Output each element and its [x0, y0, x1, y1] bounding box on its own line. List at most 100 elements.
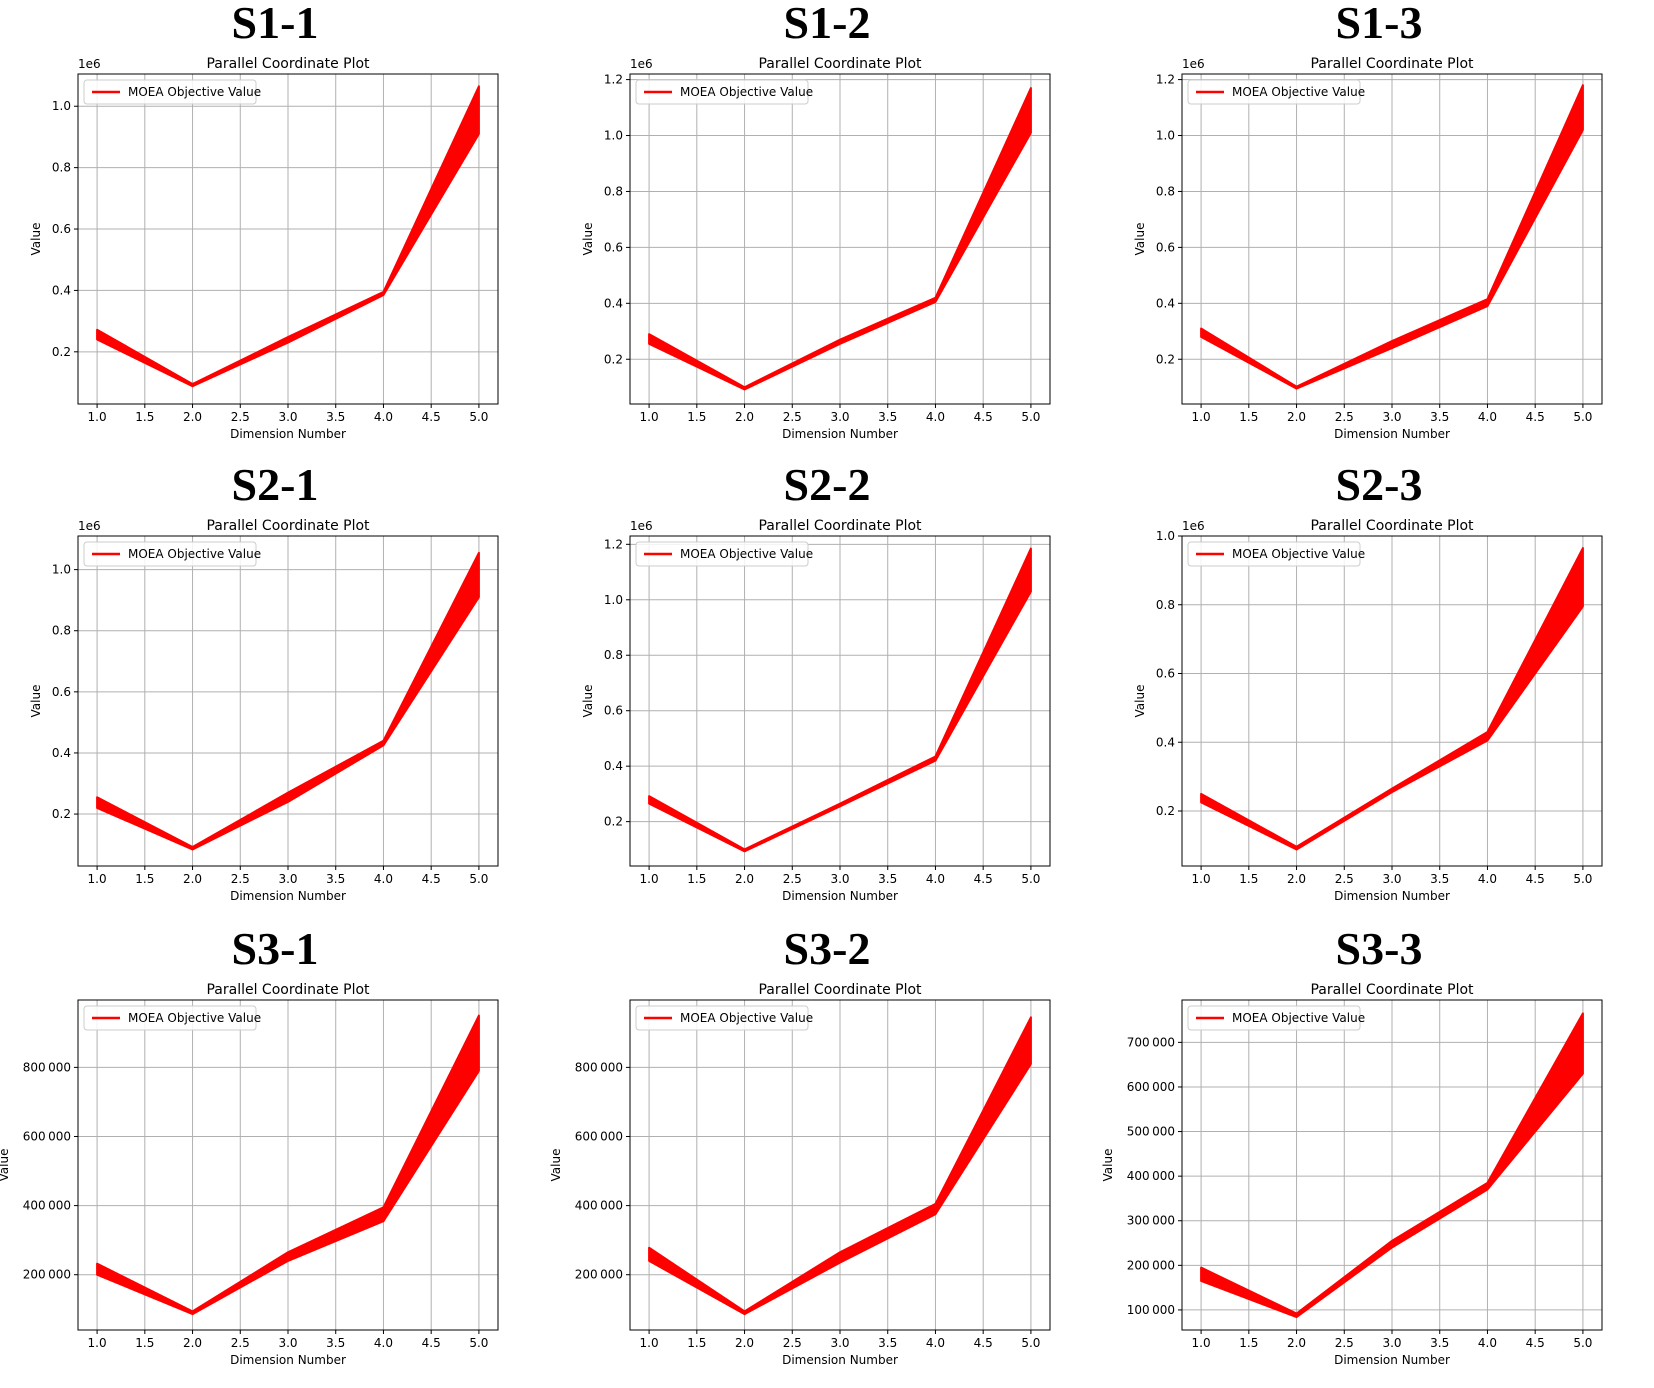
y-tick-label: 1.0 — [52, 99, 71, 113]
y-tick-label: 0.6 — [604, 240, 623, 254]
x-tick-label: 1.0 — [1192, 872, 1211, 886]
plot-svg: Parallel Coordinate Plot 1.0 1.5 2.0 2.5 3.0 3… — [29, 56, 499, 441]
x-axis-label: Dimension Number — [1334, 889, 1450, 903]
y-axis-label: Value — [29, 685, 43, 718]
legend: MOEA Objective Value — [1187, 79, 1365, 105]
y-tick-label: 1.0 — [1156, 529, 1175, 543]
series-band-moea-objective-value — [1200, 547, 1584, 851]
x-tick-label: 5.0 — [469, 1336, 488, 1350]
legend-box — [83, 79, 257, 105]
x-axis-label: Dimension Number — [230, 427, 346, 441]
x-tick-label: 2.0 — [183, 410, 202, 424]
x-tick-label: 4.5 — [1526, 872, 1545, 886]
x-tick-label: 1.5 — [135, 1336, 154, 1350]
x-tick-label: 1.5 — [687, 872, 706, 886]
y-offset-text: 1e6 — [78, 57, 101, 71]
y-tick-label: 1.2 — [604, 73, 623, 87]
plot-title: Parallel Coordinate Plot — [206, 518, 370, 534]
chart-panel-s1-3: S1-3 Parallel Coordinate Plot 1.0 1.5 2.0 2.5… — [1104, 0, 1654, 460]
plot-svg: Parallel Coordinate Plot 1.0 1.5 2.0 2.5 3.0 3… — [581, 56, 1051, 441]
y-tick-label: 0.2 — [52, 345, 71, 359]
y-tick-label: 100 000 — [1127, 1303, 1175, 1317]
panel-label: S2-2 — [783, 459, 871, 510]
y-axis-label: Value — [1101, 1149, 1115, 1182]
y-tick-label: 0.4 — [52, 746, 71, 760]
legend-entry: MOEA Objective Value — [680, 85, 813, 99]
y-tick-label: 0.4 — [604, 296, 623, 310]
y-tick-label: 0.4 — [1156, 735, 1175, 749]
y-tick-label: 1.2 — [1156, 73, 1175, 87]
y-tick-label: 600 000 — [575, 1129, 623, 1143]
legend-entry: MOEA Objective Value — [128, 85, 261, 99]
panel-label: S2-3 — [1335, 459, 1423, 510]
series-band-moea-objective-value — [96, 1014, 480, 1316]
x-tick-label: 3.5 — [878, 872, 897, 886]
plot-title: Parallel Coordinate Plot — [206, 982, 370, 998]
x-tick-label: 3.5 — [878, 410, 897, 424]
x-tick-label: 4.5 — [422, 872, 441, 886]
y-tick-label: 0.2 — [604, 352, 623, 366]
plot-title: Parallel Coordinate Plot — [758, 982, 922, 998]
y-tick-label: 200 000 — [575, 1268, 623, 1282]
series-band-moea-objective-value — [1200, 1012, 1584, 1319]
x-tick-label: 3.5 — [1430, 1336, 1449, 1350]
y-tick-label: 400 000 — [23, 1199, 71, 1213]
legend-entry: MOEA Objective Value — [128, 1011, 261, 1025]
x-tick-label: 2.0 — [183, 1336, 202, 1350]
x-tick-label: 2.0 — [735, 872, 754, 886]
x-tick-label: 1.5 — [1239, 1336, 1258, 1350]
x-tick-label: 3.5 — [326, 410, 345, 424]
x-tick-label: 2.0 — [183, 872, 202, 886]
y-tick-label: 800 000 — [23, 1060, 71, 1074]
y-offset-text: 1e6 — [1182, 519, 1205, 533]
x-tick-label: 2.5 — [783, 1336, 802, 1350]
chart-panel-s3-3: S3-3 Parallel Coordinate Plot 1.0 1.5 2.0 2.5… — [1101, 926, 1654, 1386]
panel-label: S3-1 — [231, 923, 319, 974]
y-tick-label: 0.8 — [1156, 598, 1175, 612]
y-tick-label: 1.0 — [604, 129, 623, 143]
y-tick-label: 0.4 — [1156, 296, 1175, 310]
y-tick-label: 1.0 — [52, 563, 71, 577]
x-tick-label: 3.0 — [830, 410, 849, 424]
legend-box — [635, 541, 809, 567]
panel-label: S2-1 — [231, 459, 319, 510]
plot-svg: Parallel Coordinate Plot 1.0 1.5 2.0 2.5 3.0 3… — [29, 518, 499, 903]
x-tick-label: 4.5 — [1526, 1336, 1545, 1350]
x-tick-label: 3.0 — [1382, 1336, 1401, 1350]
legend-box — [83, 541, 257, 567]
chart-panel-s3-2: S3-2 Parallel Coordinate Plot 1.0 1.5 2.0 2.5… — [549, 926, 1102, 1386]
chart-panel-s3-1: S3-1 Parallel Coordinate Plot 1.0 1.5 2.0 2.5… — [0, 926, 550, 1386]
y-tick-label: 0.6 — [604, 704, 623, 718]
x-tick-label: 3.5 — [1430, 872, 1449, 886]
x-tick-label: 4.5 — [974, 410, 993, 424]
x-tick-label: 4.0 — [374, 410, 393, 424]
series-band-moea-objective-value — [96, 551, 480, 851]
x-axis-label: Dimension Number — [1334, 427, 1450, 441]
y-tick-label: 500 000 — [1127, 1125, 1175, 1139]
y-tick-label: 1.0 — [604, 593, 623, 607]
x-tick-label: 1.0 — [1192, 410, 1211, 424]
y-tick-label: 0.2 — [1156, 804, 1175, 818]
x-tick-label: 5.0 — [1573, 410, 1592, 424]
x-axis-label: Dimension Number — [782, 889, 898, 903]
y-offset-text: 1e6 — [1182, 57, 1205, 71]
x-axis-label: Dimension Number — [1334, 1353, 1450, 1367]
legend-entry: MOEA Objective Value — [128, 547, 261, 561]
y-tick-label: 400 000 — [1127, 1169, 1175, 1183]
x-tick-label: 3.0 — [830, 1336, 849, 1350]
x-tick-label: 4.0 — [926, 1336, 945, 1350]
x-tick-label: 4.0 — [926, 872, 945, 886]
x-tick-label: 4.0 — [374, 872, 393, 886]
x-tick-label: 2.5 — [783, 872, 802, 886]
x-tick-label: 4.5 — [1526, 410, 1545, 424]
x-tick-label: 2.5 — [1335, 1336, 1354, 1350]
x-tick-label: 3.0 — [278, 1336, 297, 1350]
legend: MOEA Objective Value — [635, 541, 813, 567]
x-tick-label: 3.5 — [326, 872, 345, 886]
x-tick-label: 1.5 — [1239, 410, 1258, 424]
x-tick-label: 5.0 — [1573, 872, 1592, 886]
x-tick-label: 4.0 — [926, 410, 945, 424]
x-tick-label: 2.5 — [1335, 872, 1354, 886]
chart-panel-s2-1: S2-1 Parallel Coordinate Plot 1.0 1.5 2.0 2.5… — [0, 462, 550, 922]
